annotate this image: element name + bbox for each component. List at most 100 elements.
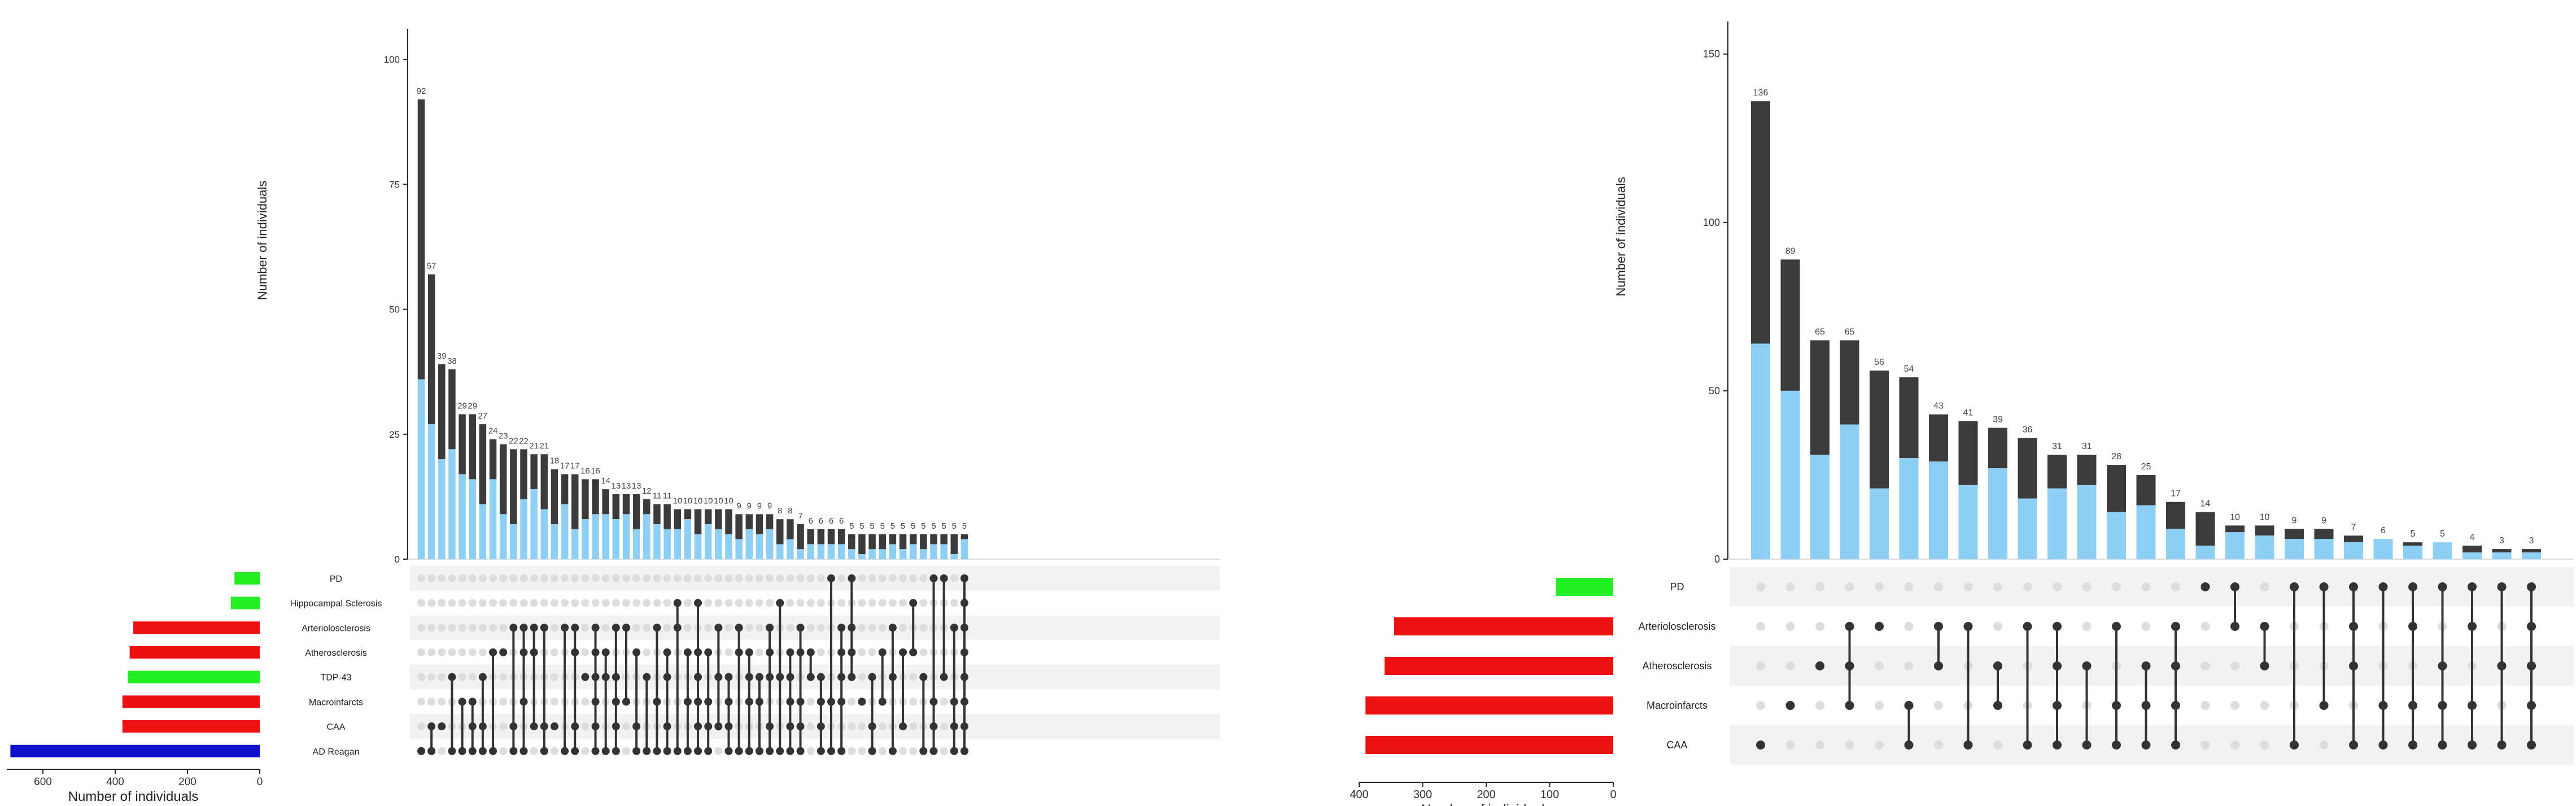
intersection-bar-light (909, 544, 917, 559)
intersection-bar-light (643, 514, 650, 559)
matrix-dot-empty (1815, 582, 1824, 591)
matrix-dot-filled (745, 648, 753, 656)
matrix-dot-empty (458, 673, 466, 681)
matrix-dot-empty (796, 599, 805, 607)
matrix-dot-filled (2290, 582, 2299, 591)
intersection-bar-light (684, 519, 692, 559)
matrix-dot-empty (694, 574, 702, 582)
matrix-dot-empty (417, 698, 425, 706)
intersection-bar-light (848, 549, 855, 559)
intersection-bar-dark (889, 534, 897, 544)
set-name-label: TDP-43 (320, 673, 351, 683)
intersection-bar-light (920, 549, 927, 559)
matrix-dot-empty (806, 698, 815, 706)
matrix-dot-filled (2378, 740, 2388, 750)
matrix-dot-empty (448, 574, 456, 582)
set-size-tick-label: 600 (34, 776, 52, 788)
matrix-dot-filled (2112, 740, 2121, 750)
set-size-bar (234, 572, 260, 585)
intersection-bar-dark (2195, 512, 2215, 546)
intersection-bar-light (2463, 552, 2482, 559)
matrix-dot-empty (468, 599, 477, 607)
matrix-dot-filled (622, 624, 630, 632)
matrix-dot-filled (519, 624, 528, 632)
matrix-dot-filled (776, 747, 784, 755)
matrix-dot-empty (458, 648, 466, 656)
intersection-bar-light (1929, 461, 1948, 559)
matrix-dot-filled (2230, 582, 2239, 591)
set-size-tick-label: 0 (1610, 788, 1616, 801)
matrix-dot-filled (2468, 740, 2477, 750)
matrix-dot-empty (858, 599, 866, 607)
matrix-dot-filled (591, 673, 600, 681)
matrix-dot-empty (581, 722, 590, 731)
intersection-bar-dark (704, 509, 712, 525)
matrix-dot-filled (2349, 661, 2358, 670)
matrix-dot-empty (1875, 661, 1884, 670)
matrix-dot-filled (622, 698, 630, 706)
matrix-dot-empty (561, 574, 569, 582)
matrix-dot-filled (735, 747, 743, 755)
matrix-dot-filled (632, 648, 641, 656)
intersection-value-label: 27 (478, 411, 488, 421)
matrix-dot-filled (827, 698, 835, 706)
intersection-bar-dark (2492, 549, 2512, 553)
intersection-bar-dark (920, 534, 927, 550)
intersection-bar-dark (530, 454, 538, 490)
intersection-value-label: 54 (1904, 364, 1914, 374)
intersection-bar-dark (940, 534, 948, 544)
matrix-dot-empty (458, 599, 466, 607)
intersection-value-label: 13 (632, 481, 641, 491)
matrix-dot-empty (489, 574, 497, 582)
intersection-value-label: 14 (601, 476, 610, 486)
intersection-bar-dark (766, 514, 774, 529)
set-size-bar (10, 744, 260, 757)
matrix-dot-empty (622, 599, 630, 607)
matrix-dot-empty (1963, 582, 1973, 591)
intersection-value-label: 9 (2292, 516, 2297, 525)
matrix-dot-empty (663, 624, 671, 632)
intersection-bar-dark (1899, 377, 1919, 459)
matrix-dot-empty (622, 574, 630, 582)
y-axis-title: Number of individuals (1614, 177, 1628, 297)
matrix-dot-filled (694, 722, 702, 731)
matrix-dot-empty (478, 599, 487, 607)
matrix-dot-filled (2527, 740, 2536, 750)
intersection-value-label: 39 (1993, 415, 2003, 424)
matrix-dot-empty (745, 599, 753, 607)
matrix-dot-empty (786, 624, 794, 632)
intersection-bar-dark (479, 424, 487, 504)
matrix-dot-filled (817, 722, 825, 731)
matrix-dot-empty (550, 747, 558, 755)
matrix-dot-filled (653, 747, 661, 755)
intersection-value-label: 5 (859, 521, 864, 531)
matrix-dot-empty (2260, 582, 2269, 591)
intersection-bar-light (694, 534, 702, 559)
matrix-dot-filled (2497, 740, 2507, 750)
matrix-dot-filled (2408, 740, 2417, 750)
matrix-dot-filled (848, 648, 856, 656)
matrix-dot-filled (1934, 622, 1943, 631)
matrix-dot-empty (724, 624, 733, 632)
intersection-bar-dark (582, 479, 589, 520)
matrix-dot-empty (878, 722, 887, 731)
matrix-dot-empty (601, 599, 610, 607)
matrix-dot-filled (2438, 661, 2447, 670)
matrix-dot-empty (837, 599, 846, 607)
matrix-dot-filled (899, 722, 907, 731)
matrix-dot-filled (796, 624, 805, 632)
matrix-dot-empty (438, 673, 446, 681)
matrix-dot-filled (663, 747, 671, 755)
matrix-dot-empty (940, 698, 948, 706)
matrix-dot-filled (888, 673, 897, 681)
intersection-bar-dark (1958, 421, 1978, 485)
matrix-dot-filled (601, 673, 610, 681)
matrix-dot-filled (848, 673, 856, 681)
intersection-bar-dark (1988, 428, 2007, 469)
y-tick-label: 25 (389, 429, 400, 440)
matrix-dot-filled (1756, 740, 1765, 750)
matrix-dot-filled (704, 722, 713, 731)
intersection-bar-dark (837, 529, 845, 544)
intersection-bar-dark (684, 509, 692, 520)
matrix-dot-filled (2527, 701, 2536, 710)
